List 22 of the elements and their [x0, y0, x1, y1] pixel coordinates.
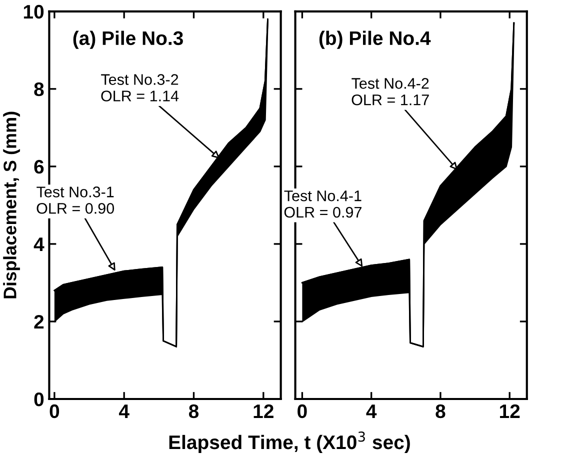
text: (b) Pile No.4 — [319, 30, 431, 49]
annotation: Test No.4-1 OLR = 0.97 — [284, 190, 362, 218]
y-axis-title: Displacement, S (mm) — [3, 112, 20, 298]
y-tick-label: 6 — [34, 160, 44, 174]
annotation: Test No.3-1 OLR = 0.90 — [36, 186, 114, 214]
x-tick-label: 12 — [500, 404, 520, 418]
x-tick-label: 0 — [298, 404, 307, 418]
annotation: Test No.4-2 OLR = 1.17 — [352, 78, 429, 106]
x-tick-label: 12 — [254, 404, 274, 418]
x-tick-label: 4 — [118, 404, 130, 418]
x-tick-label: 4 — [366, 404, 377, 418]
x-axis-title: Elapsed Time, t (X10$^{3}$ sec) — [169, 431, 410, 454]
x-tick-label: 0 — [50, 404, 60, 418]
y-tick-label: 8 — [34, 82, 44, 96]
y-tick-label: 4 — [34, 238, 44, 252]
annotation: Test No.3-2 OLR = 1.14 — [101, 74, 179, 102]
text: (a) Pile No.3 — [73, 30, 183, 49]
y-tick-label: 0 — [34, 392, 44, 406]
x-tick-label: 8 — [188, 404, 199, 418]
x-tick-label: 8 — [436, 404, 446, 418]
y-tick-label: 2 — [34, 314, 44, 329]
y-tick-label: 10 — [24, 4, 44, 19]
